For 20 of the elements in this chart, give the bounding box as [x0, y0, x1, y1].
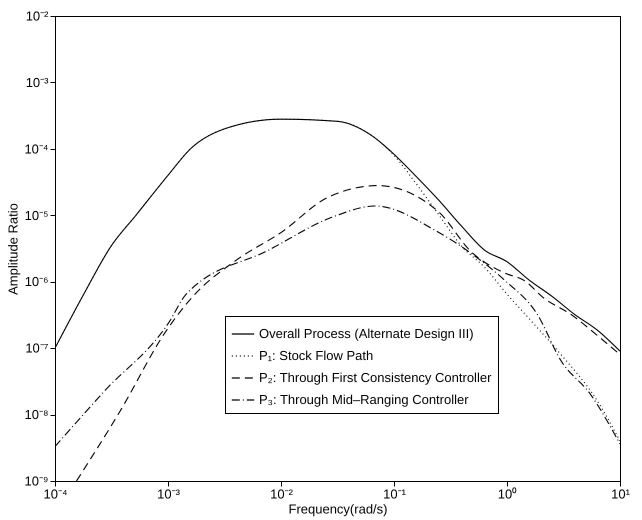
y-tick-label: 10⁻⁵ [24, 208, 48, 223]
x-tick-label: 10⁻⁴ [43, 486, 68, 502]
y-tick-label: 10⁻⁷ [25, 340, 49, 356]
x-tick-label: 10⁻¹ [383, 486, 407, 502]
legend-label: Overall Process (Alternate Design III) [259, 326, 474, 341]
y-tick-label: 10⁻⁴ [24, 141, 48, 156]
y-tick-label: 10⁻³ [26, 74, 50, 90]
y-tick-label: 10⁻² [26, 8, 50, 24]
x-tick-label: 10¹ [611, 486, 631, 502]
y-tick-label: 10⁻⁹ [24, 474, 48, 488]
legend-label: P₃: Through Mid–Ranging Controller [259, 392, 470, 407]
x-axis-title: Frequency(rad/s) [288, 502, 388, 516]
x-tick-label: 10⁻³ [157, 486, 181, 502]
y-axis-title: Amplitude Ratio [5, 203, 20, 295]
y-tick-label: 10⁻⁸ [24, 407, 48, 422]
y-tick-label: 10⁻⁶ [24, 274, 48, 290]
legend-label: P₂: Through First Consistency Controller [259, 370, 492, 385]
legend-label: P₁: Stock Flow Path [259, 348, 374, 363]
x-tick-label: 10⁻² [270, 486, 294, 502]
x-tick-label: 10⁰ [498, 486, 518, 502]
